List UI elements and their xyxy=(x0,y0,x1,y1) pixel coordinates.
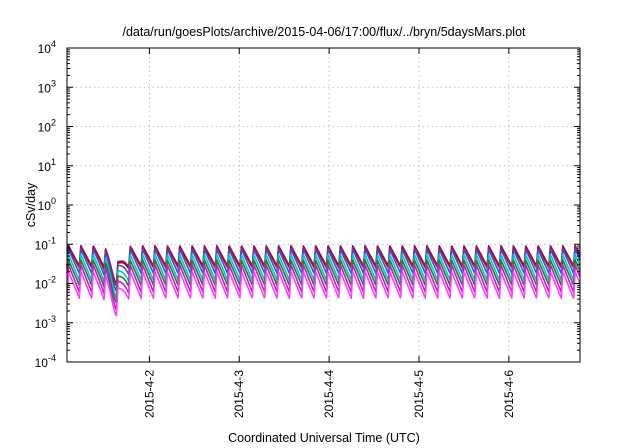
x-tick-label: 2015-4-3 xyxy=(232,370,246,418)
series-line-7 xyxy=(66,270,581,317)
plot-area xyxy=(66,244,581,317)
series-line-3 xyxy=(66,248,581,292)
y-axis: 10-4 10-3 10-2 10-1 100 101 102 103 104 xyxy=(35,39,56,370)
grid-lines xyxy=(67,48,580,362)
series-line-2 xyxy=(66,246,581,287)
series-line-4 xyxy=(66,253,581,299)
y-tick-label: 101 xyxy=(38,157,56,174)
y-tick-label: 10-3 xyxy=(35,314,56,331)
y-tick-label: 100 xyxy=(38,196,56,213)
y-tick-label: 103 xyxy=(38,78,56,95)
y-tick-label: 104 xyxy=(38,39,56,56)
axis-ticks xyxy=(67,47,580,363)
y-tick-label: 10-2 xyxy=(35,275,56,292)
series-line-5 xyxy=(66,259,581,304)
x-tick-label: 2015-4-6 xyxy=(502,370,516,418)
chart-title: /data/run/goesPlots/archive/2015-04-06/1… xyxy=(122,25,526,39)
y-tick-label: 10-1 xyxy=(35,235,56,252)
y-tick-label: 10-4 xyxy=(35,353,56,370)
x-axis-title: Coordinated Universal Time (UTC) xyxy=(228,431,420,445)
y-axis-title: cSv/day xyxy=(24,182,38,227)
y-tick-label: 102 xyxy=(38,118,56,135)
x-tick-label: 2015-4-5 xyxy=(412,370,426,418)
x-tick-label: 2015-4-4 xyxy=(322,370,336,418)
series-line-6 xyxy=(66,263,581,311)
x-axis: 2015-4-2 2015-4-3 2015-4-4 2015-4-5 2015-4-6 xyxy=(142,370,515,418)
x-tick-label: 2015-4-2 xyxy=(142,370,156,418)
